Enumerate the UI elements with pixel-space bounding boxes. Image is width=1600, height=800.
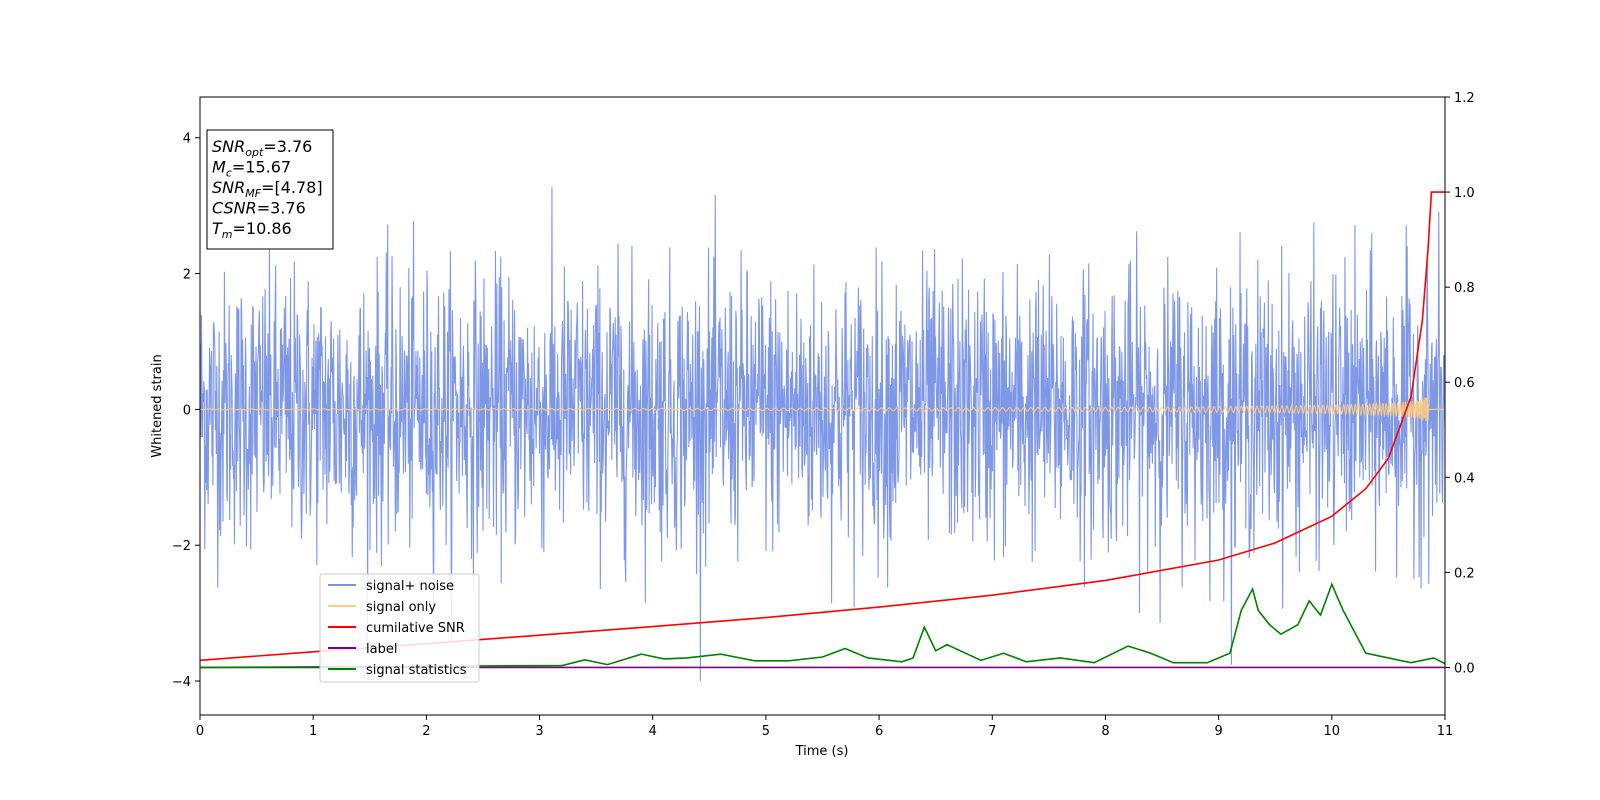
annotation-symbol: T bbox=[212, 219, 223, 238]
legend-label: cumilative SNR bbox=[366, 621, 465, 636]
x-tick-label: 4 bbox=[649, 724, 657, 739]
x-tick-label: 9 bbox=[1214, 724, 1222, 739]
annotation-symbol: SNR bbox=[212, 137, 245, 156]
y-right-tick-label: 1.0 bbox=[1454, 186, 1475, 201]
y-right-tick-label: 0.6 bbox=[1454, 376, 1475, 391]
y-right-tick-label: 0.8 bbox=[1454, 281, 1475, 296]
y-right-tick-label: 0.2 bbox=[1454, 566, 1475, 581]
y-tick-label: −2 bbox=[172, 539, 191, 554]
x-tick-label: 11 bbox=[1437, 724, 1454, 739]
x-tick-label: 7 bbox=[988, 724, 996, 739]
legend-label: signal statistics bbox=[366, 663, 467, 678]
legend-label: label bbox=[366, 642, 397, 657]
legend-label: signal+ noise bbox=[366, 579, 454, 594]
y-tick-label: −4 bbox=[172, 675, 191, 690]
series-signal-statistics-line bbox=[200, 582, 1445, 669]
annotation-value: =3.76 bbox=[263, 137, 312, 156]
y-tick-label: 2 bbox=[183, 268, 191, 283]
x-tick-label: 6 bbox=[875, 724, 883, 739]
annotation-subscript: c bbox=[226, 167, 232, 180]
y-right-tick-label: 0.4 bbox=[1454, 471, 1475, 486]
annotation-symbol: M bbox=[212, 158, 226, 177]
annotation-frame bbox=[206, 129, 334, 250]
series-cumulative-snr-line bbox=[200, 191, 1445, 662]
y-axis-label: Whitened strain bbox=[150, 354, 165, 457]
legend-label: signal only bbox=[366, 600, 436, 615]
x-axis-label: Time (s) bbox=[795, 744, 849, 759]
series-signal-only-line bbox=[200, 394, 1445, 421]
annotation-value: =[4.78] bbox=[261, 178, 323, 197]
legend: signal+ noise signal only cumilative SNR la… bbox=[319, 573, 480, 683]
annotation-symbol: SNR bbox=[212, 178, 245, 197]
x-tick-label: 10 bbox=[1324, 724, 1341, 739]
annotation-line: SNRopt=3.76 bbox=[212, 137, 312, 159]
annotation-subscript: opt bbox=[245, 146, 264, 159]
y-tick-label: 4 bbox=[183, 132, 191, 147]
annotation-value: =10.86 bbox=[233, 219, 292, 238]
annotation-value: =15.67 bbox=[232, 158, 291, 177]
y-tick-label: 0 bbox=[183, 403, 191, 418]
plot-frame bbox=[199, 96, 1446, 716]
annotation-line: CSNR=3.76 bbox=[212, 199, 306, 218]
x-tick-label: 1 bbox=[309, 724, 317, 739]
annotation-subscript: MF bbox=[245, 187, 261, 200]
x-tick-label: 2 bbox=[422, 724, 430, 739]
annotation-symbol: CSNR bbox=[212, 199, 257, 218]
annotation-line: Mc=15.67 bbox=[212, 158, 291, 180]
x-tick-label: 3 bbox=[535, 724, 543, 739]
series-signal-noise-line bbox=[200, 186, 1445, 682]
x-tick-label: 8 bbox=[1101, 724, 1109, 739]
axes-layer: 0 1 2 3 4 5 6 7 8 9 10 11 4 2 0 −2 −4 1.2 1.0 0.8 0.6 0.4 0.2 0… bbox=[172, 91, 1475, 739]
annotation-value: =3.76 bbox=[257, 199, 306, 218]
y-right-tick-label: 0.0 bbox=[1454, 661, 1475, 676]
y-right-tick-label: 1.2 bbox=[1454, 91, 1475, 106]
x-tick-label: 0 bbox=[196, 724, 204, 739]
annotation-line: Tm=10.86 bbox=[212, 219, 292, 241]
annotation-line: SNRMF=[4.78] bbox=[212, 178, 323, 200]
x-tick-label: 5 bbox=[762, 724, 770, 739]
annotation-box: SNRopt=3.76Mc=15.67SNRMF=[4.78]CSNR=3.76… bbox=[206, 129, 334, 250]
legend-frame bbox=[319, 573, 480, 683]
annotation-subscript: m bbox=[222, 228, 233, 241]
